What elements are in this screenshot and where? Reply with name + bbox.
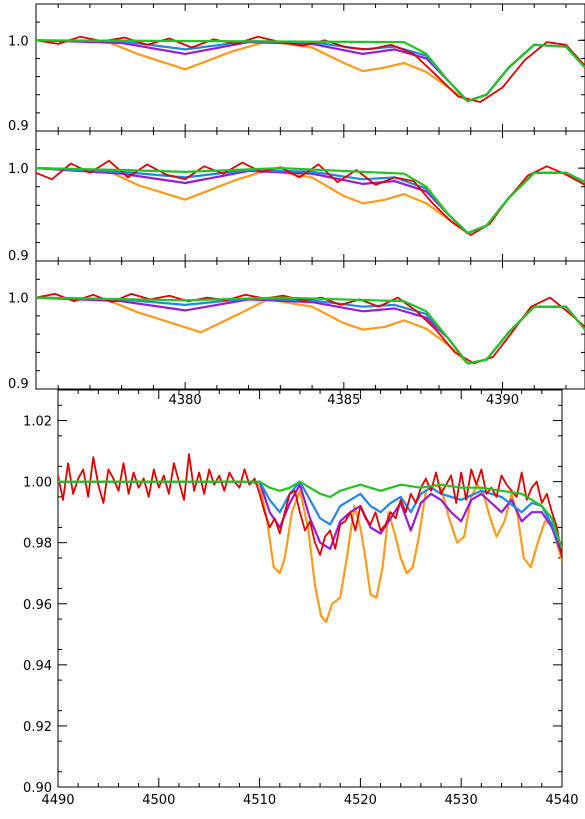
series-line-model-orange <box>36 39 585 103</box>
series-line-model-green <box>36 296 585 365</box>
y-tick-label: 0.94 <box>23 659 52 674</box>
x-tick-label: 4380 <box>169 393 202 408</box>
y-tick-label: 1.02 <box>23 415 52 430</box>
series-line-model-orange <box>36 296 585 365</box>
y-tick-label: 0.98 <box>23 537 52 552</box>
x-tick-label: 4520 <box>344 793 377 808</box>
y-tick-label: 0.90 <box>23 781 52 796</box>
y-tick-label: 0.92 <box>23 720 52 735</box>
y-tick-label: 0.9 <box>8 377 29 392</box>
x-tick-label: 4510 <box>243 793 276 808</box>
plot-frame <box>35 3 585 132</box>
plot-frame <box>57 389 563 788</box>
x-tick-label: 4490 <box>41 793 74 808</box>
x-tick-label: 4530 <box>445 793 478 808</box>
series-line-model-purple <box>36 39 585 103</box>
x-tick-label: 4385 <box>327 393 360 408</box>
chart-panel-3: 0.9 1.0 4380 4385 4390 <box>8 260 585 408</box>
series-line-model-orange <box>58 480 562 624</box>
y-tick-label: 1.0 <box>8 162 29 177</box>
y-tick-label: 1.00 <box>23 476 52 491</box>
y-tick-label: 1.0 <box>8 292 29 307</box>
chart-panel-2: 0.9 1.0 <box>8 130 585 264</box>
y-tick-label: 0.96 <box>23 598 52 613</box>
y-tick-label: 1.0 <box>8 34 29 49</box>
series-line-model-green <box>58 480 562 550</box>
y-tick-label: 0.9 <box>8 249 29 264</box>
x-tick-label: 4390 <box>486 393 519 408</box>
plot-frame <box>35 130 585 262</box>
plot-frame <box>35 260 585 390</box>
x-tick-label: 4540 <box>545 793 578 808</box>
series-line-observed <box>36 159 585 236</box>
chart-panel-1: 0.9 1.0 <box>8 3 585 134</box>
series-line-model-blue <box>36 39 585 103</box>
series-line-model-blue <box>58 480 562 550</box>
x-tick-label: 4500 <box>142 793 175 808</box>
series-line-model-green <box>36 39 585 103</box>
series-line-model-orange <box>36 167 585 235</box>
chart-panel-4: 0.90 0.92 0.94 0.96 0.98 1.00 1.02 4490 4500 4510… <box>23 389 579 808</box>
series-line-model-green <box>36 167 585 235</box>
y-tick-label: 0.9 <box>8 119 29 134</box>
series-line-observed <box>36 35 585 103</box>
